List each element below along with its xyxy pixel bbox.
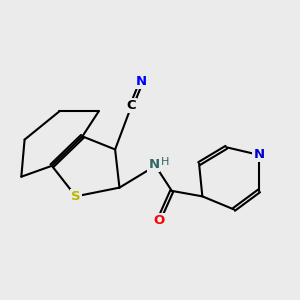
Text: N: N: [136, 75, 147, 88]
Text: N: N: [148, 158, 159, 171]
Text: C: C: [127, 99, 136, 112]
Text: O: O: [153, 214, 164, 227]
Text: N: N: [254, 148, 265, 161]
Text: H: H: [161, 157, 170, 167]
Text: S: S: [71, 190, 81, 203]
